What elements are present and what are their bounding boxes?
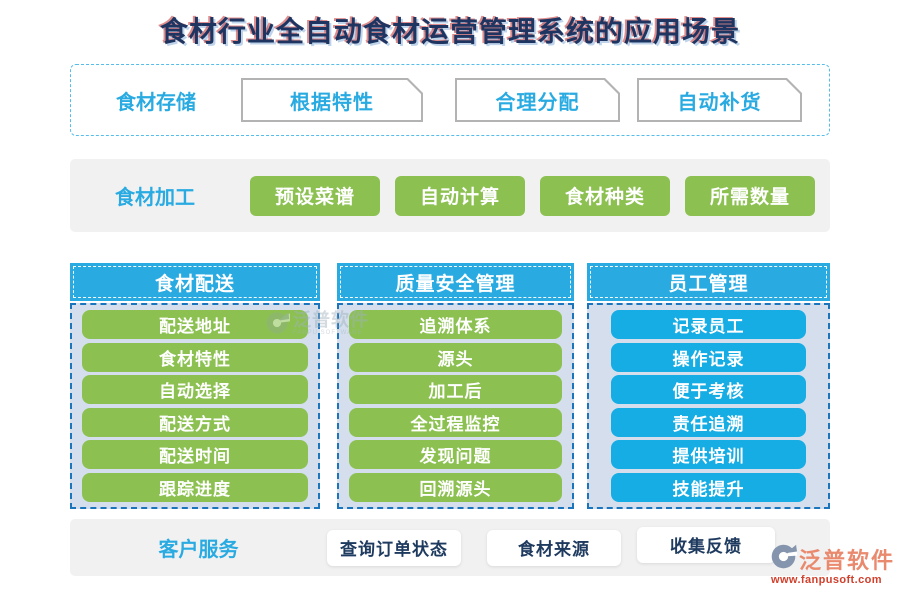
list-item: 加工后 [349,375,562,405]
processing-item: 自动计算 [395,175,525,216]
list-item: 便于考核 [611,375,806,405]
service-item: 食材来源 [487,529,621,566]
processing-item: 预设菜谱 [250,175,380,216]
list-item: 配送方式 [82,407,308,437]
list-item: 追溯体系 [349,310,562,340]
column-delivery-header: 食材配送 [70,263,320,301]
fanpu-logo-icon [770,543,797,575]
processing-item: 食材种类 [540,175,670,216]
storage-item-box: 自动补货 [637,78,802,122]
column-quality: 质量安全管理 追溯体系 源头 加工后 全过程监控 发现问题 回溯源头 [337,263,574,509]
service-item: 收集反馈 [637,526,775,563]
columns-section: 食材配送 配送地址 食材特性 自动选择 配送方式 配送时间 跟踪进度 质量安全管… [70,263,830,509]
column-staff-body: 记录员工 操作记录 便于考核 责任追溯 提供培训 技能提升 [587,303,830,509]
storage-section: 食材存储 根据特性 合理分配 自动补货 [70,64,830,136]
column-staff-header: 员工管理 [587,263,830,301]
list-item: 食材特性 [82,342,308,372]
list-item: 操作记录 [611,342,806,372]
list-item: 责任追溯 [611,407,806,437]
list-item: 记录员工 [611,310,806,340]
processing-section: 食材加工 预设菜谱 自动计算 食材种类 所需数量 [70,159,830,232]
page-title: 食材行业全自动食材运营管理系统的应用场景 [159,16,740,47]
column-quality-body: 追溯体系 源头 加工后 全过程监控 发现问题 回溯源头 [337,303,574,509]
column-staff: 员工管理 记录员工 操作记录 便于考核 责任追溯 提供培训 技能提升 [587,263,830,509]
service-label: 客户服务 [158,539,239,561]
processing-label: 食材加工 [115,187,195,209]
logo-name: 泛普软件 [799,548,896,573]
list-item: 提供培训 [611,440,806,470]
list-item: 回溯源头 [349,472,562,502]
column-quality-header: 质量安全管理 [337,263,574,301]
list-item: 自动选择 [82,375,308,405]
list-item: 跟踪进度 [82,472,308,502]
column-delivery-body: 配送地址 食材特性 自动选择 配送方式 配送时间 跟踪进度 [70,303,320,509]
logo-url: www.fanpusoft.com [771,574,882,586]
storage-item-label: 合理分配 [457,80,618,120]
processing-item: 所需数量 [685,175,815,216]
storage-item-box: 根据特性 [241,78,423,122]
service-section: 客户服务 查询订单状态 食材来源 收集反馈 [70,519,830,576]
column-delivery: 食材配送 配送地址 食材特性 自动选择 配送方式 配送时间 跟踪进度 [70,263,320,509]
storage-item-label: 自动补货 [639,80,800,120]
list-item: 技能提升 [611,472,806,502]
list-item: 配送时间 [82,440,308,470]
list-item: 源头 [349,342,562,372]
list-item: 发现问题 [349,440,562,470]
fanpu-logo: 泛普软件 www.fanpusoft.com [770,543,895,586]
storage-label: 食材存储 [116,91,196,114]
list-item: 配送地址 [82,310,308,340]
service-item: 查询订单状态 [327,529,461,566]
storage-item-box: 合理分配 [455,78,620,122]
storage-item-label: 根据特性 [243,80,421,120]
list-item: 全过程监控 [349,407,562,437]
